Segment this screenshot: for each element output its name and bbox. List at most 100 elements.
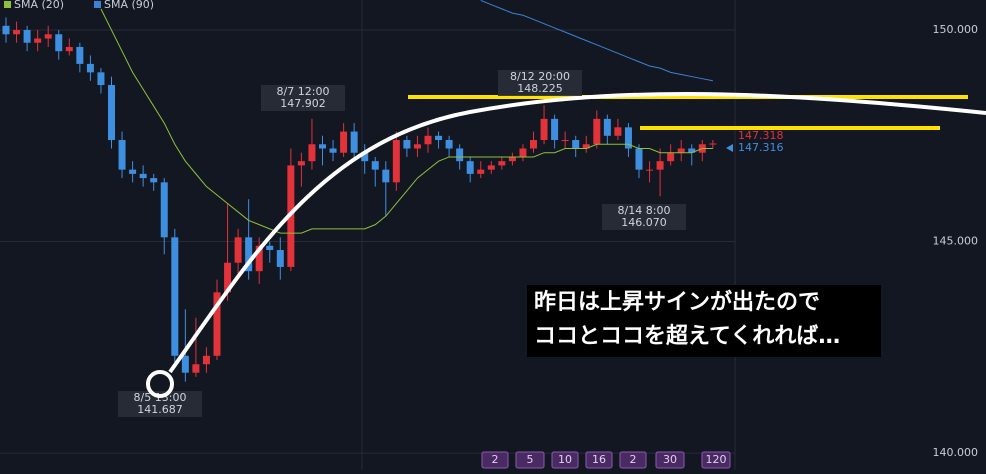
candle-body (392, 140, 400, 183)
candle-body (667, 152, 675, 162)
price-arrow (726, 144, 733, 152)
white-circle (146, 370, 174, 398)
candle-body (624, 127, 632, 149)
legend-label: SMA (20) (14, 0, 64, 11)
candle-body (118, 140, 126, 170)
timeframe-label[interactable]: 120 (706, 453, 727, 466)
callout-value: 147.902 (280, 97, 326, 110)
candle-body (308, 144, 316, 162)
candle-body (171, 237, 179, 356)
candle-body (487, 165, 495, 170)
candle-body (181, 355, 189, 373)
candle-body (582, 144, 590, 149)
candle-body (614, 127, 622, 136)
candle-body (561, 140, 569, 142)
timeframe-label[interactable]: 2 (492, 453, 499, 466)
candle-body (593, 118, 601, 145)
note-text: 昨日は上昇サインが出たので (534, 289, 820, 315)
candle-body (213, 292, 221, 356)
candle-body (202, 355, 210, 365)
callout-box (261, 85, 345, 111)
candle-body (129, 169, 137, 174)
candle-body (23, 30, 31, 43)
candle-body (656, 161, 664, 170)
callout-label: 8/12 20:00 (510, 70, 570, 83)
timeframe-label[interactable]: 16 (592, 453, 606, 466)
candle-body (340, 131, 348, 153)
candle-body (635, 148, 643, 170)
candle-body (519, 148, 527, 157)
candle-body (646, 169, 654, 171)
callout-label: 8/14 8:00 (618, 204, 671, 217)
timeframe-button[interactable] (701, 451, 731, 469)
note-box (527, 285, 881, 357)
candle-body (86, 63, 94, 73)
candle-body (245, 237, 253, 272)
candle-body (403, 140, 411, 149)
candle-body (413, 144, 421, 149)
candle-body (34, 38, 42, 43)
candle-body (445, 140, 453, 149)
white-curve (168, 92, 986, 374)
candle-body (329, 148, 337, 153)
candle-body (76, 46, 84, 64)
legend-swatch (4, 1, 11, 8)
candle-body (382, 169, 390, 183)
candle-body (65, 46, 73, 52)
candle-body (709, 143, 717, 145)
timeframe-button[interactable] (551, 451, 579, 469)
candle-body (13, 30, 21, 35)
timeframe-button[interactable] (481, 451, 509, 469)
candle-body (361, 152, 369, 162)
candle-body (160, 182, 168, 238)
candle-body (97, 72, 105, 86)
timeframe-button[interactable] (655, 451, 685, 469)
y-tick-label: 140.000 (933, 446, 979, 459)
candle-body (540, 118, 548, 141)
candle-body (44, 34, 52, 39)
y-tick-label: 145.000 (933, 235, 979, 248)
candle-body (572, 140, 580, 149)
timeframe-label[interactable]: 30 (663, 453, 677, 466)
timeframe-label[interactable]: 5 (527, 453, 534, 466)
callout-value: 148.225 (517, 82, 563, 95)
candle-body (435, 135, 443, 141)
candle-body (319, 144, 326, 149)
legend-label: SMA (90) (104, 0, 154, 11)
candle-body (677, 148, 685, 153)
note-text: ココとココを超えてくれれば… (534, 324, 840, 349)
candle-body (508, 156, 516, 162)
candle-body (424, 135, 432, 145)
callout-label: 8/7 12:00 (277, 85, 330, 98)
candle-body (297, 161, 305, 166)
candle-body (150, 178, 158, 183)
candle-body (192, 364, 200, 373)
timeframe-button[interactable] (515, 451, 545, 469)
candle-body (350, 131, 358, 153)
callout-value: 146.070 (621, 216, 667, 229)
candle-body (255, 245, 263, 272)
price-tag: 147.316 (738, 141, 784, 154)
candle-body (139, 173, 147, 179)
timeframe-label[interactable]: 10 (558, 453, 572, 466)
sma-line (100, 8, 713, 234)
candle-body (224, 262, 232, 293)
timeframe-label[interactable]: 2 (630, 453, 637, 466)
candle-body (55, 34, 63, 52)
candle-body (456, 148, 464, 162)
candle-body (266, 245, 274, 251)
callout-box (602, 204, 686, 230)
candle-body (371, 161, 379, 170)
timeframe-button[interactable] (585, 451, 613, 469)
candle-body (688, 148, 696, 153)
callout-box (498, 70, 582, 96)
candle-body (603, 118, 611, 136)
price-tag: 147.318 (738, 129, 784, 142)
candle-body (477, 169, 485, 174)
timeframe-button[interactable] (619, 451, 647, 469)
candle-body (276, 250, 284, 267)
candle-body (551, 118, 559, 141)
candle-body (2, 25, 10, 35)
candle-body (466, 161, 474, 174)
